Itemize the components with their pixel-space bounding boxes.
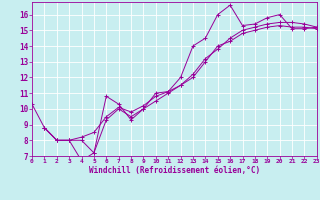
X-axis label: Windchill (Refroidissement éolien,°C): Windchill (Refroidissement éolien,°C)	[89, 166, 260, 175]
